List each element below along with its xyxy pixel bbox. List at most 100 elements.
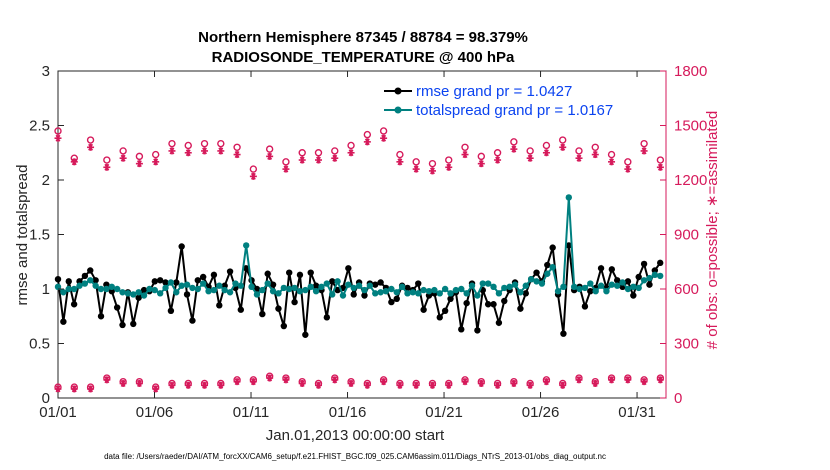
obs-possible-marker xyxy=(331,147,339,155)
series-point-1 xyxy=(113,285,121,293)
series-point-0 xyxy=(81,272,89,280)
series-point-0 xyxy=(404,284,411,292)
series-point-1 xyxy=(350,284,357,292)
series-point-1 xyxy=(189,284,196,292)
obs-possible-marker xyxy=(575,147,583,155)
obs-assimilated-marker xyxy=(266,152,274,160)
series-point-0 xyxy=(87,267,94,274)
obs-assimilated-marker xyxy=(494,156,502,164)
x-tick-label: 01/06 xyxy=(136,404,174,421)
obs-possible-marker xyxy=(493,149,502,157)
series-point-1 xyxy=(334,278,341,285)
series-point-1 xyxy=(527,275,535,283)
series-point-1 xyxy=(269,287,277,295)
series-point-1 xyxy=(592,287,599,295)
obs-low-assimilated-marker xyxy=(575,376,583,384)
series-point-1 xyxy=(162,284,169,292)
legend-box xyxy=(379,77,648,120)
obs-low-assimilated-marker xyxy=(396,381,404,389)
y-tick-label: 1.5 xyxy=(29,227,50,244)
series-point-1 xyxy=(87,277,94,284)
obs-low-assimilated-marker xyxy=(119,379,127,387)
obs-low-assimilated-marker xyxy=(428,381,436,389)
legend-marker-spread xyxy=(394,106,402,114)
series-point-1 xyxy=(210,286,218,294)
obs-low-assimilated-marker xyxy=(363,381,371,389)
series-point-1 xyxy=(490,283,497,291)
series-point-1 xyxy=(124,290,132,297)
obs-assimilated-marker xyxy=(152,158,160,166)
obs-possible-marker xyxy=(249,165,258,173)
series-point-1 xyxy=(76,282,83,289)
series-point-1 xyxy=(420,286,427,294)
series-point-0 xyxy=(237,306,245,313)
obs-assimilated-marker xyxy=(184,149,192,157)
obs-low-assimilated-marker xyxy=(624,376,632,384)
obs-assimilated-marker xyxy=(559,143,567,151)
obs-assimilated-marker xyxy=(608,158,616,166)
series-point-1 xyxy=(81,280,89,287)
series-point-1 xyxy=(146,285,153,293)
series-point-0 xyxy=(630,292,637,299)
series-point-1 xyxy=(361,286,368,294)
series-point-1 xyxy=(624,285,632,293)
series-point-0 xyxy=(597,265,605,272)
obs-assimilated-marker xyxy=(363,138,371,146)
obs-possible-marker xyxy=(363,130,372,139)
series-point-1 xyxy=(506,283,513,291)
series-point-0 xyxy=(436,314,443,321)
series-point-1 xyxy=(135,289,142,296)
series-point-1 xyxy=(603,287,610,295)
series-point-1 xyxy=(275,290,282,297)
y-axis-label: rmse and totalspread xyxy=(14,165,31,306)
series-point-1 xyxy=(447,290,454,297)
series-point-0 xyxy=(447,295,454,303)
x-tick-label: 01/16 xyxy=(329,404,367,421)
series-point-1 xyxy=(431,286,438,294)
y-tick-label: 0.5 xyxy=(29,336,50,353)
series-point-0 xyxy=(635,273,642,281)
series-point-0 xyxy=(97,313,105,320)
obs-possible-marker xyxy=(461,143,469,152)
series-point-0 xyxy=(291,298,298,306)
obs-possible-marker xyxy=(559,136,567,144)
series-point-0 xyxy=(151,278,158,285)
series-point-1 xyxy=(130,291,137,298)
series-point-0 xyxy=(199,273,207,281)
series-point-1 xyxy=(474,292,481,299)
series-point-0 xyxy=(415,280,422,287)
series-point-1 xyxy=(544,270,551,277)
obs-possible-marker xyxy=(217,139,225,148)
series-point-0 xyxy=(92,277,99,284)
y-tick-label: 3 xyxy=(42,63,50,80)
series-point-0 xyxy=(458,326,465,333)
series-point-1 xyxy=(565,194,573,201)
series-point-0 xyxy=(189,317,196,324)
series-point-0 xyxy=(226,268,234,275)
obs-possible-marker xyxy=(640,139,648,148)
obs-low-assimilated-marker xyxy=(168,381,176,389)
series-point-0 xyxy=(269,281,277,288)
obs-possible-marker xyxy=(396,150,404,159)
series-point-0 xyxy=(210,271,218,279)
legend-marker-rmse xyxy=(394,87,402,95)
obs-low-assimilated-marker xyxy=(201,381,209,389)
series-point-0 xyxy=(65,278,72,285)
series-point-1 xyxy=(237,282,245,289)
series-point-1 xyxy=(630,283,637,291)
series-point-1 xyxy=(646,274,653,282)
series-point-0 xyxy=(60,318,67,325)
series-point-0 xyxy=(463,299,470,307)
y-right-tick-label: 1500 xyxy=(674,118,707,135)
obs-low-assimilated-marker xyxy=(640,378,648,386)
series-point-1 xyxy=(264,280,271,287)
series-point-0 xyxy=(280,322,288,330)
series-point-0 xyxy=(54,275,62,283)
obs-possible-marker xyxy=(119,147,127,155)
x-tick-label: 01/01 xyxy=(39,404,77,421)
series-point-0 xyxy=(522,290,529,297)
obs-low-assimilated-marker xyxy=(249,378,257,386)
series-point-1 xyxy=(140,292,148,299)
obs-assimilated-marker xyxy=(591,151,599,159)
obs-low-assimilated-marker xyxy=(184,381,192,389)
